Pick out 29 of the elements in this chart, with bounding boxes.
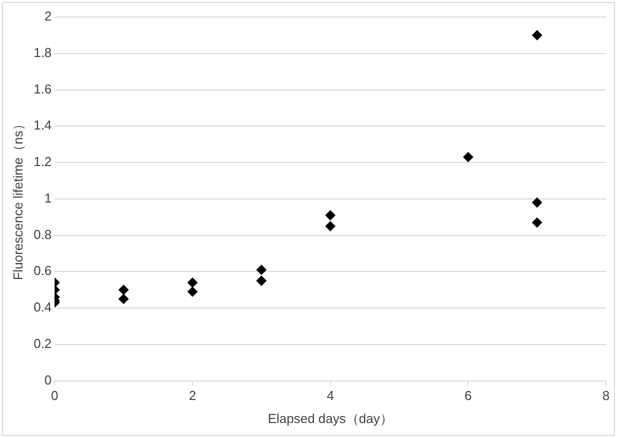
point bbox=[532, 198, 542, 208]
x-tick-label: 2 bbox=[188, 388, 196, 404]
point bbox=[463, 152, 474, 162]
x-axis-title: Elapsed days（day） bbox=[268, 410, 393, 426]
point bbox=[325, 221, 336, 232]
y-tick-label: 1.8 bbox=[34, 44, 52, 60]
y-tick-label: 1.6 bbox=[34, 81, 52, 96]
y-tick-label: 0 bbox=[44, 372, 52, 388]
x-tick-label: 6 bbox=[464, 388, 472, 404]
point bbox=[256, 264, 266, 275]
y-tick-label: 0.2 bbox=[34, 336, 52, 351]
y-axis-title: Fluorescence lifetime（ns） bbox=[10, 118, 26, 280]
point bbox=[532, 218, 542, 228]
y-tick-label: 1 bbox=[44, 190, 52, 206]
point bbox=[256, 276, 266, 286]
point bbox=[118, 284, 129, 295]
y-tick-label: 0.4 bbox=[34, 300, 52, 315]
point bbox=[118, 294, 129, 304]
point bbox=[188, 278, 198, 288]
x-tick-label: 8 bbox=[602, 388, 610, 404]
x-tick-label: 4 bbox=[326, 388, 334, 404]
y-tick-label: 0.6 bbox=[34, 263, 52, 278]
point bbox=[532, 30, 542, 40]
point bbox=[188, 286, 198, 297]
y-tick-label: 0.8 bbox=[34, 226, 52, 242]
y-tick-label: 1.2 bbox=[34, 154, 52, 170]
point bbox=[325, 210, 336, 220]
y-tick-label: 1.4 bbox=[34, 118, 52, 133]
y-tick-label: 2 bbox=[44, 8, 52, 24]
